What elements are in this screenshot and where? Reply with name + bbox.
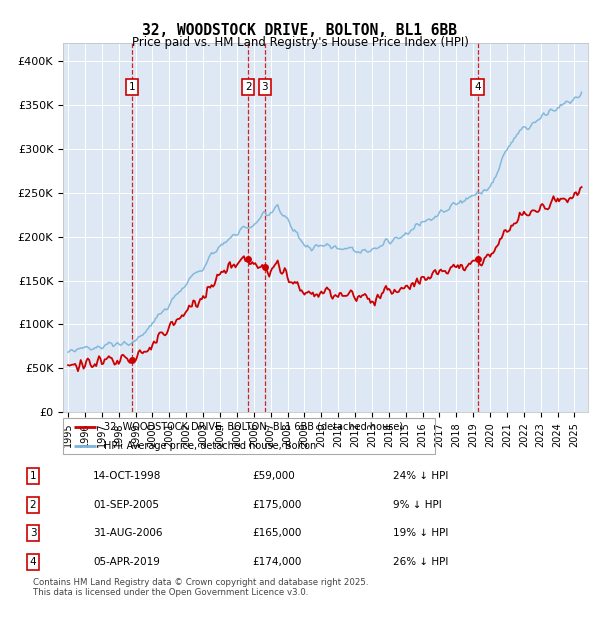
- Text: £175,000: £175,000: [252, 500, 301, 510]
- Text: 4: 4: [29, 557, 37, 567]
- Text: 2: 2: [245, 82, 251, 92]
- Text: 24% ↓ HPI: 24% ↓ HPI: [393, 471, 448, 481]
- Text: 05-APR-2019: 05-APR-2019: [93, 557, 160, 567]
- Text: 01-SEP-2005: 01-SEP-2005: [93, 500, 159, 510]
- Text: Price paid vs. HM Land Registry's House Price Index (HPI): Price paid vs. HM Land Registry's House …: [131, 36, 469, 49]
- Text: £174,000: £174,000: [252, 557, 301, 567]
- Text: 1: 1: [129, 82, 136, 92]
- Text: 9% ↓ HPI: 9% ↓ HPI: [393, 500, 442, 510]
- Text: 32, WOODSTOCK DRIVE, BOLTON, BL1 6BB: 32, WOODSTOCK DRIVE, BOLTON, BL1 6BB: [143, 23, 458, 38]
- Text: 14-OCT-1998: 14-OCT-1998: [93, 471, 161, 481]
- Text: HPI: Average price, detached house, Bolton: HPI: Average price, detached house, Bolt…: [104, 441, 316, 451]
- Text: 3: 3: [262, 82, 268, 92]
- Text: 1: 1: [29, 471, 37, 481]
- Text: 3: 3: [29, 528, 37, 538]
- Text: £59,000: £59,000: [252, 471, 295, 481]
- Text: 19% ↓ HPI: 19% ↓ HPI: [393, 528, 448, 538]
- Text: 2: 2: [29, 500, 37, 510]
- Text: 32, WOODSTOCK DRIVE, BOLTON, BL1 6BB (detached house): 32, WOODSTOCK DRIVE, BOLTON, BL1 6BB (de…: [104, 422, 403, 432]
- Text: Contains HM Land Registry data © Crown copyright and database right 2025.
This d: Contains HM Land Registry data © Crown c…: [33, 578, 368, 597]
- Text: 31-AUG-2006: 31-AUG-2006: [93, 528, 163, 538]
- Text: £165,000: £165,000: [252, 528, 301, 538]
- Text: 26% ↓ HPI: 26% ↓ HPI: [393, 557, 448, 567]
- Text: 4: 4: [474, 82, 481, 92]
